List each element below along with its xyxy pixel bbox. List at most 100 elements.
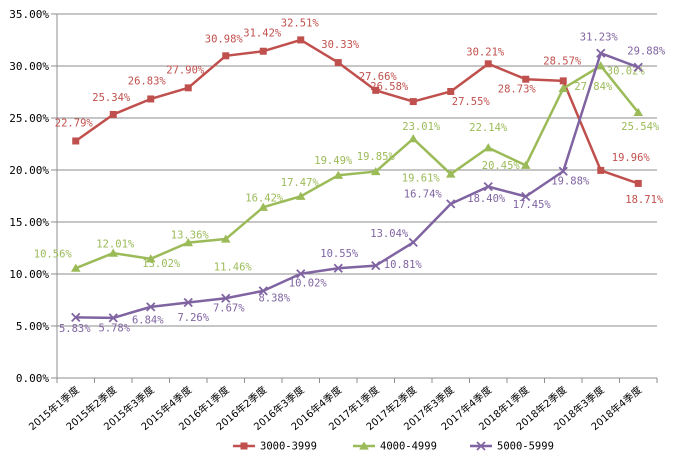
- data-point-label-5000-5999: 17.45%: [513, 199, 552, 211]
- data-point-label-4000-4999: 23.01%: [402, 121, 441, 133]
- data-point-marker-4000-4999: [70, 263, 81, 272]
- data-point-label-5000-5999: 10.02%: [289, 277, 328, 289]
- legend-label-5000-5999: 5000-5999: [497, 441, 554, 453]
- data-point-label-3000-3999: 30.98%: [205, 33, 244, 45]
- data-point-label-3000-3999: 18.71%: [625, 194, 664, 206]
- data-point-label-5000-5999: 13.04%: [370, 228, 409, 240]
- y-axis-label: 35.00%: [9, 8, 49, 21]
- data-point-marker-4000-4999: [333, 170, 344, 179]
- data-point-label-4000-4999: 20.45%: [482, 160, 521, 172]
- data-point-label-5000-5999: 6.84%: [132, 314, 164, 326]
- data-point-marker-5000-5999: [558, 166, 568, 176]
- legend-swatch-marker-3000-3999: [240, 442, 248, 450]
- data-point-label-3000-3999: 27.90%: [166, 64, 205, 76]
- series-line-3000-3999: [75, 38, 639, 185]
- data-point-marker-4000-4999: [145, 254, 156, 263]
- data-point-marker-3000-3999: [259, 47, 267, 55]
- data-point-marker-5000-5999: [446, 199, 456, 209]
- data-point-label-4000-4999: 27.84%: [574, 81, 613, 93]
- data-point-marker-3000-3999: [634, 179, 642, 187]
- data-point-marker-5000-5999: [596, 48, 606, 58]
- data-point-marker-5000-5999: [71, 312, 81, 323]
- data-point-label-4000-4999: 17.47%: [281, 177, 320, 189]
- data-point-marker-3000-3999: [409, 98, 417, 106]
- legend-swatch-marker-4000-4999: [359, 441, 369, 450]
- y-axis-label: 5.00%: [16, 320, 49, 333]
- data-point-marker-5000-5999: [408, 237, 418, 248]
- data-point-marker-5000-5999: [333, 263, 343, 273]
- y-axis-label: 20.00%: [9, 164, 49, 177]
- data-point-label-3000-3999: 30.33%: [321, 39, 360, 51]
- data-point-label-3000-3999: 22.79%: [55, 117, 94, 129]
- data-point-label-5000-5999: 31.23%: [580, 32, 619, 44]
- data-point-marker-3000-3999: [447, 87, 455, 95]
- data-point-marker-3000-3999: [559, 77, 567, 85]
- data-point-marker-5000-5999: [183, 297, 193, 308]
- data-point-marker-3000-3999: [184, 84, 192, 92]
- data-point-label-3000-3999: 30.21%: [466, 46, 505, 58]
- data-point-label-4000-4999: 19.61%: [402, 173, 441, 185]
- data-point-marker-4000-4999: [370, 166, 381, 176]
- data-point-label-5000-5999: 18.40%: [467, 193, 506, 205]
- data-point-marker-4000-4999: [108, 248, 119, 257]
- data-point-marker-3000-3999: [334, 59, 342, 67]
- data-point-label-3000-3999: 26.58%: [370, 81, 409, 93]
- data-point-label-4000-4999: 11.46%: [214, 261, 253, 273]
- data-point-label-5000-5999: 7.26%: [177, 312, 209, 324]
- data-point-marker-5000-5999: [258, 286, 268, 296]
- data-point-marker-4000-4999: [220, 234, 231, 243]
- data-point-label-4000-4999: 19.85%: [357, 151, 396, 163]
- y-axis-label: 30.00%: [9, 60, 49, 73]
- data-point-marker-4000-4999: [445, 169, 456, 178]
- data-point-marker-3000-3999: [222, 52, 230, 60]
- data-point-label-4000-4999: 30.02%: [607, 65, 646, 77]
- data-point-marker-3000-3999: [72, 137, 80, 145]
- data-point-label-4000-4999: 10.56%: [34, 249, 73, 261]
- data-point-marker-3000-3999: [522, 75, 530, 83]
- legend-label-3000-3999: 3000-3999: [260, 441, 317, 453]
- data-point-marker-4000-4999: [520, 160, 531, 169]
- data-point-marker-5000-5999: [371, 260, 381, 271]
- data-point-label-3000-3999: 31.42%: [243, 28, 282, 40]
- legend-label-4000-4999: 4000-4999: [380, 441, 437, 453]
- data-point-marker-5000-5999: [108, 313, 118, 323]
- y-axis-label: 0.00%: [16, 372, 49, 385]
- data-point-marker-4000-4999: [183, 237, 194, 247]
- data-point-marker-5000-5999: [221, 293, 231, 303]
- data-point-marker-5000-5999: [296, 269, 306, 279]
- data-point-label-4000-4999: 22.14%: [469, 122, 508, 134]
- data-point-label-3000-3999: 28.73%: [498, 84, 537, 96]
- data-point-marker-4000-4999: [483, 143, 494, 152]
- data-point-label-4000-4999: 12.01%: [96, 239, 135, 251]
- data-point-label-3000-3999: 27.55%: [452, 96, 491, 108]
- data-point-marker-5000-5999: [521, 191, 531, 202]
- data-point-label-3000-3999: 19.96%: [612, 152, 651, 164]
- data-point-marker-4000-4999: [595, 61, 606, 70]
- data-point-label-3000-3999: 27.66%: [359, 71, 398, 83]
- series-line-4000-4999: [75, 64, 640, 270]
- data-point-label-3000-3999: 28.57%: [543, 55, 582, 67]
- data-point-label-5000-5999: 10.81%: [384, 259, 423, 271]
- data-point-marker-4000-4999: [408, 134, 419, 143]
- data-point-label-4000-4999: 13.02%: [142, 258, 181, 270]
- data-point-marker-4000-4999: [258, 202, 269, 211]
- series-line-5000-5999: [75, 51, 639, 320]
- y-axis-label: 25.00%: [9, 112, 49, 125]
- data-point-label-3000-3999: 26.83%: [128, 75, 167, 87]
- data-point-label-4000-4999: 19.49%: [314, 155, 353, 167]
- data-point-label-4000-4999: 16.42%: [245, 193, 284, 205]
- data-point-marker-3000-3999: [597, 166, 605, 174]
- data-point-label-3000-3999: 25.34%: [92, 92, 131, 104]
- y-axis-label: 10.00%: [9, 268, 49, 281]
- y-axis-label: 15.00%: [9, 216, 49, 229]
- data-point-label-5000-5999: 5.83%: [59, 323, 91, 335]
- data-point-marker-4000-4999: [558, 83, 569, 93]
- data-point-label-4000-4999: 25.54%: [621, 121, 660, 133]
- data-point-label-5000-5999: 8.38%: [258, 292, 290, 304]
- data-point-marker-5000-5999: [483, 182, 493, 192]
- data-point-label-5000-5999: 29.88%: [627, 46, 666, 58]
- data-point-label-5000-5999: 7.67%: [213, 303, 245, 315]
- data-point-marker-3000-3999: [297, 36, 305, 44]
